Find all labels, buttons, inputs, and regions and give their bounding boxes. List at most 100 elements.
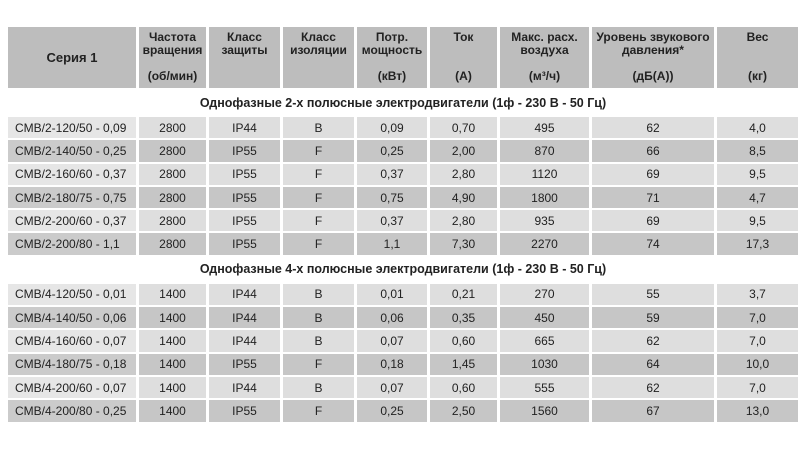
table-cell: F <box>283 163 354 185</box>
table-cell: 7,0 <box>717 330 798 352</box>
table-row: CMB/4-200/60 - 0,07 1400 IP44 B 0,07 0,60 555 6… <box>8 376 798 399</box>
column-header-title: Класс защиты <box>221 30 268 57</box>
table-cell: 62 <box>592 376 714 399</box>
model-name-cell: CMB/4-160/60 - 0,07 <box>8 330 136 352</box>
column-header-title: Частота вращения <box>142 30 203 57</box>
table-cell: IP55 <box>209 140 280 162</box>
model-name-cell: CMB/4-140/50 - 0,06 <box>8 307 136 329</box>
column-header: Класс защиты <box>209 27 280 88</box>
table-cell: F <box>283 353 354 375</box>
column-header-title: Макс. расх. воздуха <box>511 30 578 57</box>
table-cell: B <box>283 330 354 352</box>
table-cell: 13,0 <box>717 400 798 422</box>
table-cell: 9,5 <box>717 210 798 232</box>
table-cell: F <box>283 140 354 162</box>
model-name-cell: CMB/2-120/50 - 0,09 <box>8 117 136 139</box>
table-cell: 62 <box>592 117 714 139</box>
table-row: CMB/2-120/50 - 0,09 2800 IP44 B 0,09 0,70 495 6… <box>8 117 798 139</box>
table-cell: 1400 <box>139 283 206 306</box>
table-cell: 2,80 <box>430 210 497 232</box>
table-cell: IP55 <box>209 186 280 209</box>
table-cell: IP44 <box>209 283 280 306</box>
table-cell: F <box>283 186 354 209</box>
table-cell: 1,45 <box>430 353 497 375</box>
table-cell: 2800 <box>139 233 206 255</box>
table-cell: F <box>283 233 354 255</box>
column-header-unit: (кг) <box>748 69 767 83</box>
table-cell: 7,0 <box>717 376 798 399</box>
table-cell: B <box>283 376 354 399</box>
table-cell: B <box>283 283 354 306</box>
table-cell: IP55 <box>209 210 280 232</box>
table-cell: 1400 <box>139 376 206 399</box>
model-name-cell: CMB/2-200/80 - 1,1 <box>8 233 136 255</box>
column-header-unit: (об/мин) <box>147 69 198 83</box>
table-cell: 0,21 <box>430 283 497 306</box>
model-name-cell: CMB/2-160/60 - 0,37 <box>8 163 136 185</box>
table-cell: 1400 <box>139 330 206 352</box>
table-row: CMB/4-140/50 - 0,06 1400 IP44 B 0,06 0,35 450 5… <box>8 307 798 329</box>
column-header: Ток (A) <box>430 27 497 88</box>
section-row: Однофазные 4-х полюсные электродвигатели… <box>8 256 798 282</box>
table-cell: 67 <box>592 400 714 422</box>
table-cell: 1400 <box>139 400 206 422</box>
table-cell: 1,1 <box>357 233 427 255</box>
table-cell: 8,5 <box>717 140 798 162</box>
table-cell: 1400 <box>139 353 206 375</box>
table-cell: 2,00 <box>430 140 497 162</box>
table-cell: 0,18 <box>357 353 427 375</box>
column-header-unit: (м³/ч) <box>528 69 561 83</box>
table-cell: 62 <box>592 330 714 352</box>
table-cell: B <box>283 117 354 139</box>
table-cell: 2,50 <box>430 400 497 422</box>
table-cell: 0,37 <box>357 210 427 232</box>
table-cell: 2800 <box>139 140 206 162</box>
model-name-cell: CMB/2-140/50 - 0,25 <box>8 140 136 162</box>
table-cell: IP55 <box>209 233 280 255</box>
column-header-title: Потр. мощность <box>361 30 423 57</box>
table-cell: 270 <box>500 283 589 306</box>
column-header: Макс. расх. воздуха (м³/ч) <box>500 27 589 88</box>
table-cell: 2800 <box>139 186 206 209</box>
table-row: CMB/2-140/50 - 0,25 2800 IP55 F 0,25 2,00 870 6… <box>8 140 798 162</box>
table-cell: 665 <box>500 330 589 352</box>
table-cell: IP44 <box>209 307 280 329</box>
table-cell: 555 <box>500 376 589 399</box>
table-cell: IP55 <box>209 353 280 375</box>
table-cell: 935 <box>500 210 589 232</box>
table-row: CMB/2-200/60 - 0,37 2800 IP55 F 0,37 2,80 935 6… <box>8 210 798 232</box>
table-cell: 450 <box>500 307 589 329</box>
column-header-title: Ток <box>453 30 474 44</box>
table-cell: 4,90 <box>430 186 497 209</box>
table-row: CMB/2-160/60 - 0,37 2800 IP55 F 0,37 2,80 1120… <box>8 163 798 185</box>
model-name-cell: CMB/4-200/80 - 0,25 <box>8 400 136 422</box>
model-name-cell: CMB/2-180/75 - 0,75 <box>8 186 136 209</box>
table-row: CMB/4-200/80 - 0,25 1400 IP55 F 0,25 2,50 1560… <box>8 400 798 422</box>
column-header-unit: (дБ(A)) <box>632 69 674 83</box>
column-header: Потр. мощность (кВт) <box>357 27 427 88</box>
column-header-unit: (кВт) <box>377 69 407 83</box>
table-row: CMB/4-160/60 - 0,07 1400 IP44 B 0,07 0,60 665 6… <box>8 330 798 352</box>
table-cell: B <box>283 307 354 329</box>
section-title: Однофазные 2-х полюсные электродвигатели… <box>8 90 798 115</box>
column-header-unit: (A) <box>455 69 472 83</box>
model-name-cell: CMB/4-120/50 - 0,01 <box>8 283 136 306</box>
table-row: CMB/4-120/50 - 0,01 1400 IP44 B 0,01 0,21 270 5… <box>8 283 798 306</box>
table-cell: 3,7 <box>717 283 798 306</box>
table-cell: 4,0 <box>717 117 798 139</box>
table-cell: 55 <box>592 283 714 306</box>
table-cell: IP44 <box>209 376 280 399</box>
column-header: Класс изоляции <box>283 27 354 88</box>
table-row: CMB/4-180/75 - 0,18 1400 IP55 F 0,18 1,45 1030… <box>8 353 798 375</box>
column-header-title: Класс изоляции <box>290 30 347 57</box>
column-header-title: Вес <box>746 30 769 44</box>
table-cell: 4,7 <box>717 186 798 209</box>
section-row: Однофазные 2-х полюсные электродвигатели… <box>8 90 798 115</box>
model-name-cell: CMB/2-200/60 - 0,37 <box>8 210 136 232</box>
table-cell: 0,07 <box>357 376 427 399</box>
table-cell: 0,25 <box>357 140 427 162</box>
table-cell: 66 <box>592 140 714 162</box>
table-cell: IP44 <box>209 330 280 352</box>
table-cell: 0,37 <box>357 163 427 185</box>
table-cell: 7,0 <box>717 307 798 329</box>
